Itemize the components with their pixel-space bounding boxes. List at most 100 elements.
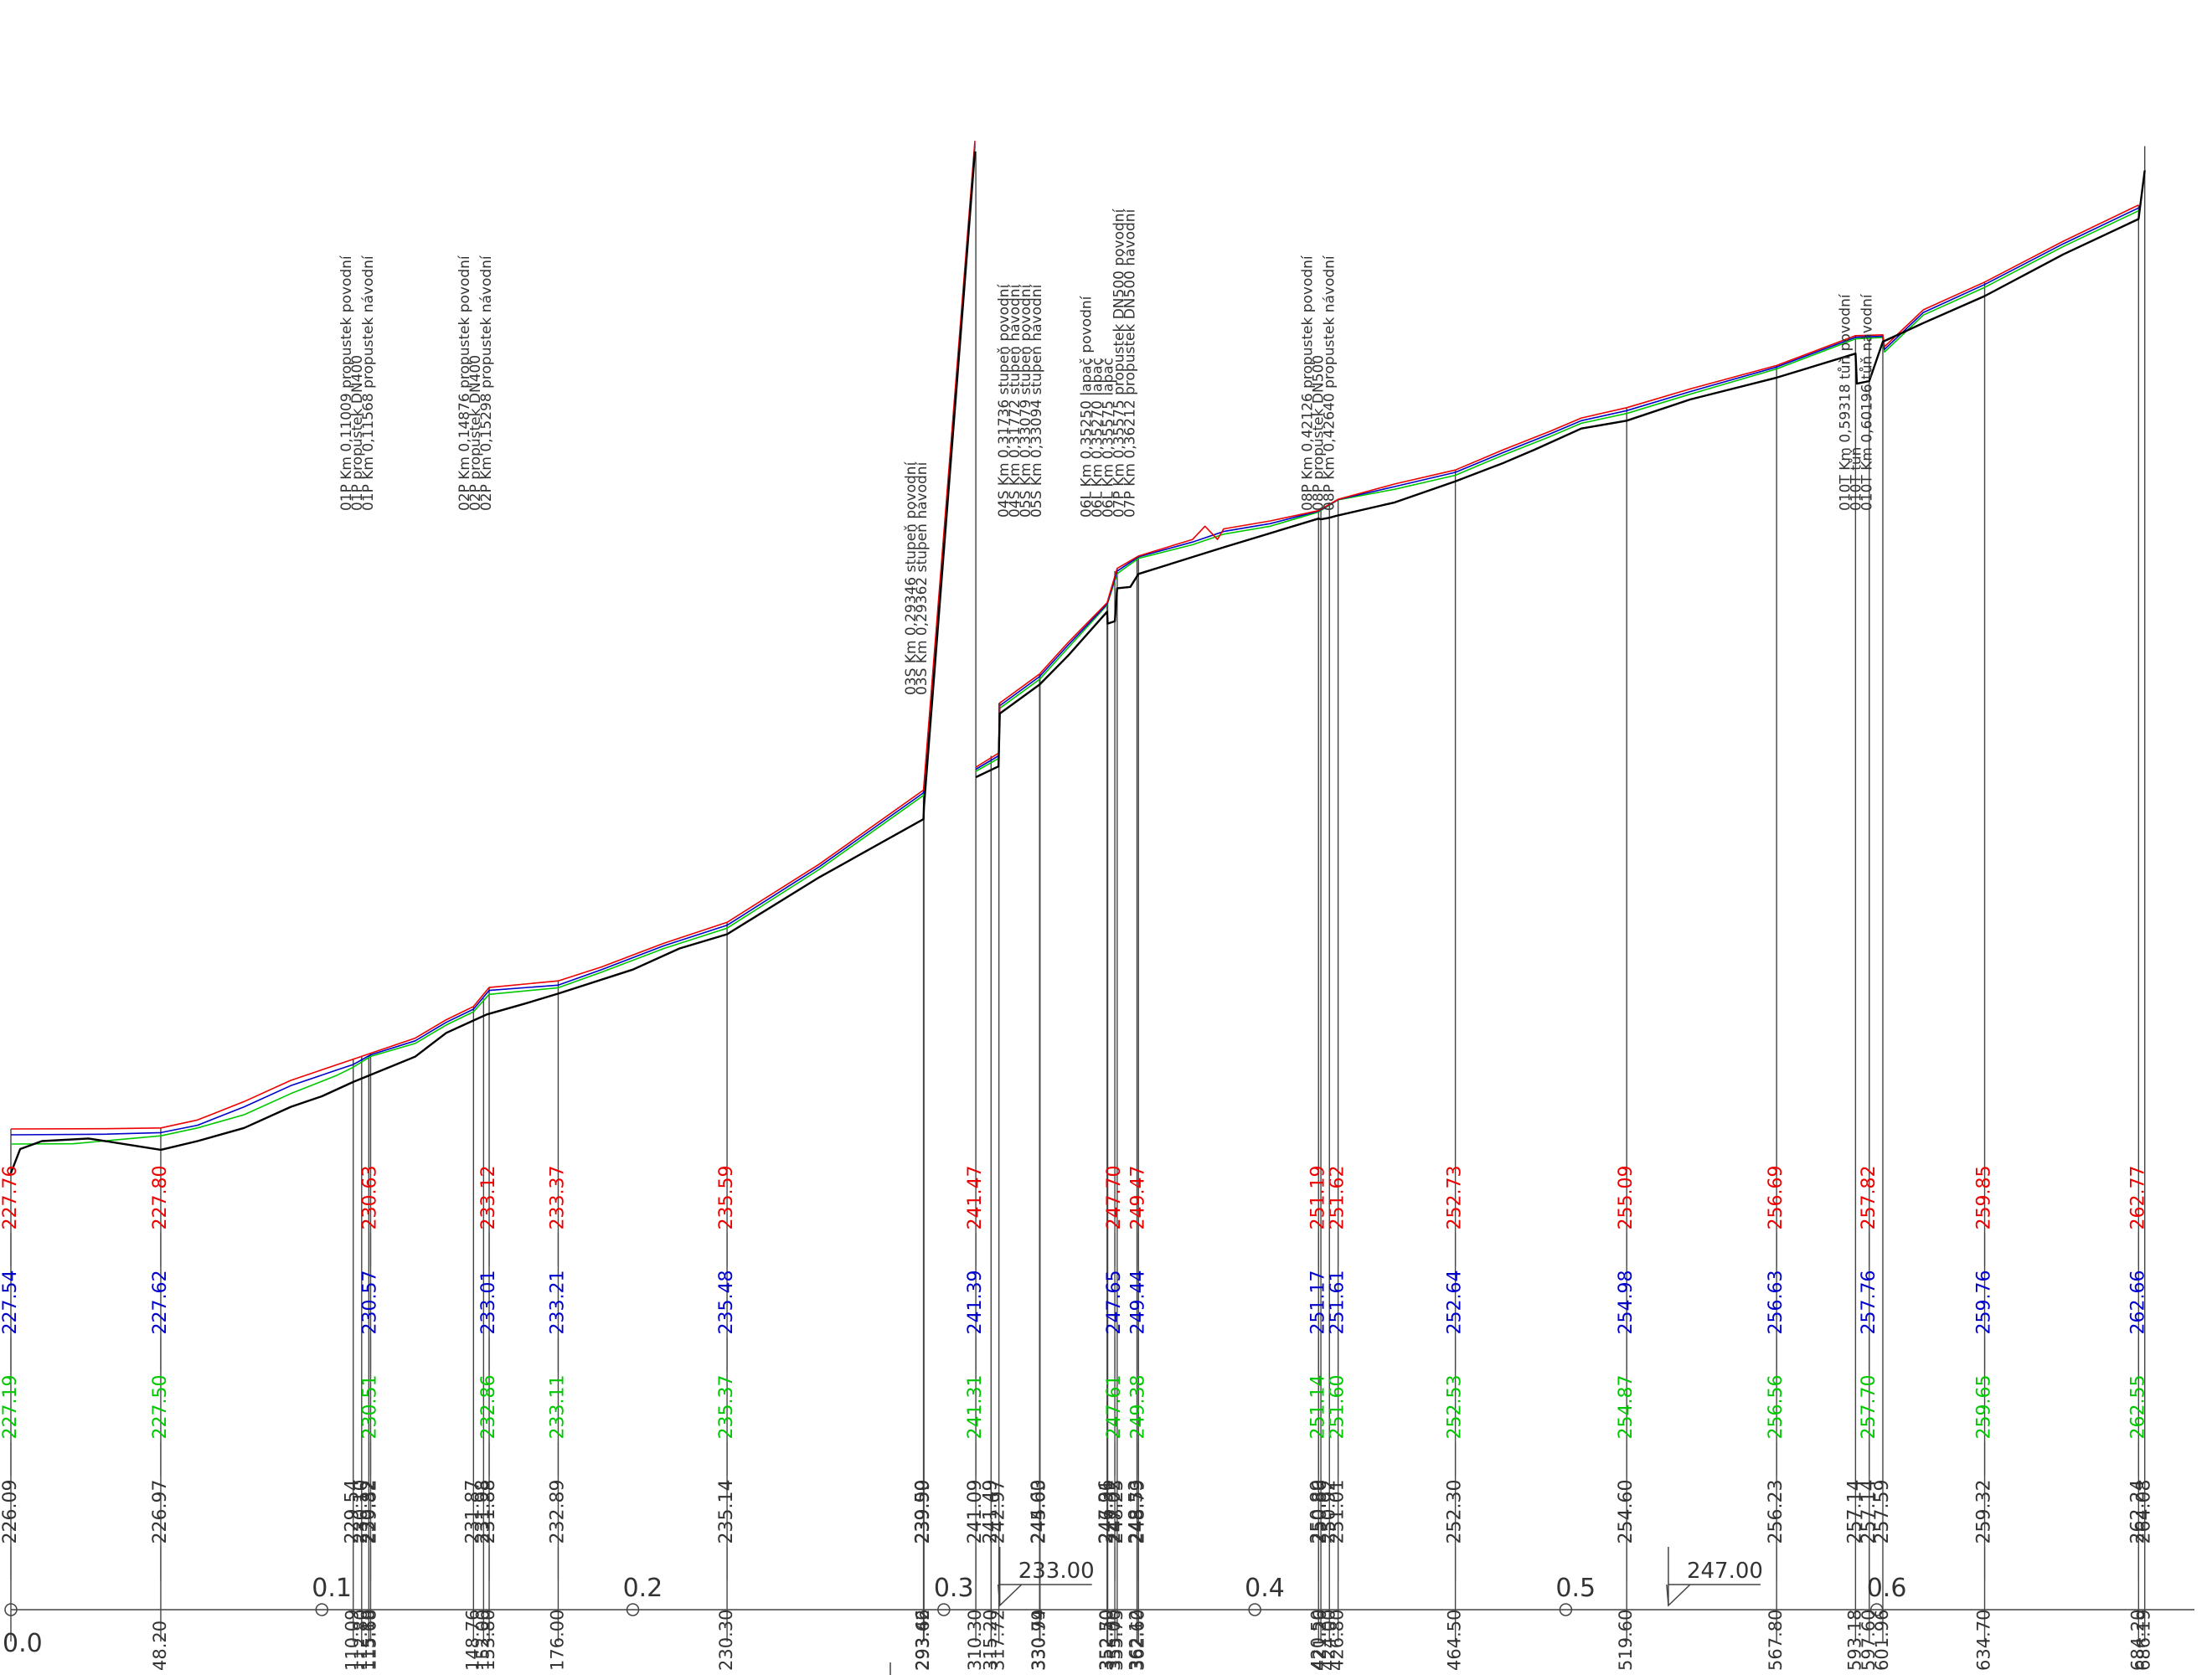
object-note-line: 01P propustek DN400 bbox=[349, 355, 366, 511]
object-note-line: 08P Km 0,42126 propustek povodní bbox=[1299, 255, 1316, 511]
elevation-green-value: 254.87 bbox=[1616, 1375, 1637, 1440]
elevation-blue-value: 251.17 bbox=[1307, 1270, 1328, 1335]
elevation-bottom-value: 226.97 bbox=[150, 1480, 171, 1544]
elevation-bottom-value: 257.59 bbox=[1872, 1480, 1893, 1544]
object-note-line: 08P propustek DN500 bbox=[1310, 355, 1327, 511]
object-note-line: 03S Km 0,29346 stupeň povodní bbox=[903, 461, 920, 695]
elevation-bottom-value: 229.54 bbox=[343, 1480, 364, 1544]
elevation-bottom-value: 251.01 bbox=[1328, 1480, 1348, 1544]
object-note-line: 01P Km 0,11009 propustek povodní bbox=[338, 255, 355, 511]
km-mark-label: 0.4 bbox=[1245, 1574, 1285, 1603]
elevation-bottom-value: 235.14 bbox=[716, 1480, 737, 1544]
station-label: 601.96 bbox=[1872, 1610, 1892, 1671]
elevation-bottom-value: 241.49 bbox=[980, 1480, 1001, 1544]
elevation-red-value: 227.76 bbox=[0, 1166, 21, 1230]
elevation-red-value: 251.19 bbox=[1307, 1166, 1328, 1230]
elevation-green-value: 227.19 bbox=[0, 1375, 21, 1440]
elevation-bottom-value: 262.24 bbox=[2127, 1480, 2148, 1544]
elevation-green-value: 230.51 bbox=[360, 1375, 381, 1440]
elevation-bottom-value: 244.60 bbox=[1029, 1480, 1049, 1544]
station-label: 426.80 bbox=[1328, 1610, 1348, 1671]
elevation-bottom-value: 230.32 bbox=[358, 1480, 379, 1544]
elevation-blue-value: 227.54 bbox=[0, 1270, 21, 1335]
elevation-bottom-value: 230.10 bbox=[351, 1480, 372, 1544]
station-label: 148.76 bbox=[462, 1610, 482, 1671]
elevation-green-value: 259.65 bbox=[1974, 1375, 1995, 1440]
station-label: 293.62 bbox=[913, 1610, 933, 1671]
station-label: 230.30 bbox=[716, 1610, 736, 1671]
water-line-blue bbox=[10, 143, 976, 1136]
object-note-line: 06L Km 0,35575 lapač bbox=[1101, 358, 1117, 518]
elevation-blue-value: 262.66 bbox=[2127, 1270, 2148, 1335]
object-note-line: 04S Km 0,31736 stupeň povodní bbox=[996, 283, 1013, 518]
elevation-bottom-value: 239.99 bbox=[913, 1480, 934, 1544]
station-label: 519.60 bbox=[1616, 1610, 1636, 1671]
elevation-red-value: 262.77 bbox=[2127, 1166, 2148, 1230]
datum-label: 247.00 bbox=[1687, 1559, 1763, 1584]
elevation-bottom-value: 257.14 bbox=[1844, 1480, 1865, 1544]
station-label: 464.50 bbox=[1445, 1610, 1465, 1671]
elevation-bottom-value: 248.79 bbox=[1127, 1480, 1148, 1544]
elevation-green-value: 251.14 bbox=[1307, 1375, 1328, 1440]
object-note-line: 010T Km 0,60196 tůň návodní bbox=[1859, 293, 1876, 511]
elevation-bottom-value: 246.91 bbox=[1097, 1480, 1118, 1544]
water-line-red bbox=[975, 407, 1627, 768]
object-note-line: 07P Km 0,35575 propustek DN500 povodní bbox=[1111, 208, 1128, 518]
station-label: 421.26 bbox=[1310, 1610, 1330, 1671]
elevation-green-value: 247.61 bbox=[1104, 1375, 1125, 1440]
station-label: 330.79 bbox=[1029, 1610, 1049, 1671]
station-label: 593.18 bbox=[1844, 1610, 1864, 1671]
elevation-bottom-value: 257.14 bbox=[1859, 1480, 1879, 1544]
elevation-blue-value: 257.76 bbox=[1859, 1270, 1879, 1335]
km-mark-circle bbox=[4, 1603, 18, 1616]
elevation-green-value: 227.50 bbox=[150, 1375, 171, 1440]
object-note-line: 05S Km 0,33094 stupeň návodní bbox=[1029, 283, 1045, 518]
elevation-red-value: 247.70 bbox=[1104, 1166, 1125, 1230]
km-mark-label: 0.5 bbox=[1555, 1574, 1596, 1603]
elevation-green-value: 262.55 bbox=[2127, 1375, 2148, 1440]
object-note-line: 02P propustek DN400 bbox=[467, 355, 484, 511]
elevation-red-value: 257.82 bbox=[1859, 1166, 1879, 1230]
water-line-green bbox=[975, 412, 1627, 772]
station-label: 330.94 bbox=[1029, 1610, 1049, 1671]
datum-label: 233.00 bbox=[1018, 1559, 1095, 1584]
elevation-bottom-value: 242.97 bbox=[988, 1480, 1009, 1544]
elevation-green-value: 249.38 bbox=[1127, 1375, 1148, 1440]
elevation-bottom-value: 248.53 bbox=[1126, 1480, 1147, 1544]
elevation-bottom-value: 245.03 bbox=[1029, 1480, 1050, 1544]
object-note-line: 07P Km 0,36212 propustek DN500 návodní bbox=[1122, 208, 1139, 518]
elevation-blue-value: 256.63 bbox=[1766, 1270, 1787, 1335]
station-label: 293.46 bbox=[913, 1610, 933, 1671]
km-mark-label: 0.0 bbox=[3, 1629, 43, 1658]
elevation-red-value: 230.63 bbox=[360, 1166, 381, 1230]
elevation-bottom-value: 232.89 bbox=[547, 1480, 568, 1544]
bed-line bbox=[1626, 170, 2146, 422]
station-label: 310.30 bbox=[965, 1610, 985, 1671]
elevation-red-value: 255.09 bbox=[1616, 1166, 1637, 1230]
station-label: 176.00 bbox=[547, 1610, 567, 1671]
elevation-red-value: 259.85 bbox=[1974, 1166, 1995, 1230]
elevation-green-value: 233.11 bbox=[547, 1375, 568, 1440]
station-label: 352.70 bbox=[1097, 1610, 1117, 1671]
station-label: 355.75 bbox=[1106, 1610, 1127, 1671]
elevation-blue-value: 230.57 bbox=[360, 1270, 381, 1335]
km-mark-circle bbox=[1869, 1603, 1884, 1616]
elevation-red-value: 227.80 bbox=[150, 1166, 171, 1230]
station-label: 567.80 bbox=[1766, 1610, 1786, 1671]
elevation-bottom-value: 264.08 bbox=[2134, 1480, 2155, 1544]
km-mark-label: 0.3 bbox=[934, 1574, 974, 1603]
object-note-line: 010T Km 0,59318 tůň povodní bbox=[1838, 293, 1854, 511]
station-label: 634.70 bbox=[1974, 1610, 1994, 1671]
water-line-green bbox=[10, 146, 976, 1145]
elevation-green-value: 252.53 bbox=[1445, 1375, 1466, 1440]
elevation-bottom-value: 226.09 bbox=[0, 1480, 21, 1544]
elevation-blue-value: 249.44 bbox=[1127, 1270, 1148, 1335]
km-mark-label: 0.1 bbox=[312, 1574, 352, 1603]
elevation-green-value: 241.31 bbox=[965, 1375, 986, 1440]
elevation-bottom-value: 250.92 bbox=[1318, 1480, 1339, 1544]
elevation-blue-value: 227.62 bbox=[150, 1270, 171, 1335]
elevation-blue-value: 233.21 bbox=[547, 1270, 568, 1335]
elevation-bottom-value: 239.50 bbox=[913, 1480, 934, 1544]
elevation-red-value: 235.59 bbox=[716, 1166, 737, 1230]
elevation-bottom-value: 252.30 bbox=[1445, 1480, 1466, 1544]
